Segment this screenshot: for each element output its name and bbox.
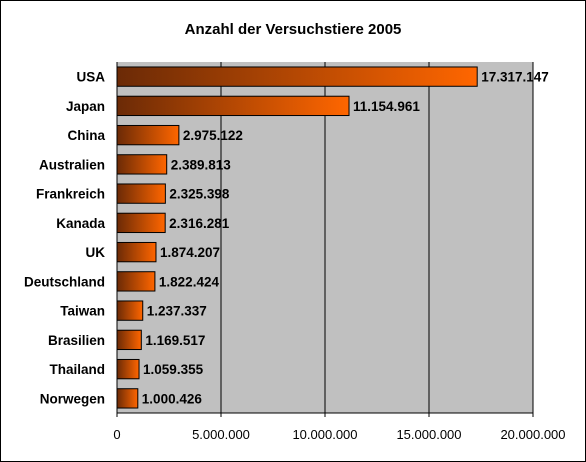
category-labels: USA Japan China Australien Frankreich Kanada U… [24,70,105,407]
bar [116,212,166,234]
data-label: 1.000.426 [142,391,203,406]
bar [116,66,478,87]
data-label: 1.059.355 [143,362,204,377]
data-label: 17.317.147 [481,70,549,85]
bar [116,241,157,263]
bar [116,329,142,351]
category-label: Brasilien [48,333,105,348]
bar [116,124,180,146]
data-label: 1.822.424 [159,274,220,289]
data-label: 1.237.337 [147,304,207,319]
category-label: Thailand [49,362,105,377]
data-label: 2.325.398 [169,187,230,202]
category-label: Frankreich [36,187,105,202]
x-tick-label: 0 [113,427,120,442]
data-label: 2.316.281 [169,216,230,231]
x-tick-label: 5.000.000 [192,427,250,442]
category-label: Australien [39,157,105,172]
data-label: 2.389.813 [171,157,232,172]
x-axis-ticks: 0 5.000.000 10.000.000 15.000.000 20.000.000 [113,62,566,442]
category-label: Norwegen [40,391,105,406]
gridlines [220,62,534,413]
category-label: Kanada [56,216,105,231]
category-label: USA [76,70,105,85]
category-label: China [67,128,105,143]
bar [116,183,166,204]
data-label: 1.169.517 [145,333,205,348]
category-label: Taiwan [60,304,105,319]
data-label: 11.154.961 [353,99,420,114]
category-label: Japan [66,99,105,114]
data-label: 1.874.207 [160,245,220,260]
bar [116,358,140,380]
data-labels: 17.317.147 11.154.961 2.975.122 2.389.813 2.… [142,70,549,407]
x-tick-label: 20.000.000 [500,427,565,442]
chart-title: Anzahl der Versuchstiere 2005 [185,21,402,38]
data-label: 2.975.122 [183,128,243,143]
bar [116,388,139,409]
bar [116,300,144,321]
bar [116,271,156,292]
category-label: Deutschland [24,274,105,289]
category-label: UK [86,245,106,260]
bar [116,154,168,175]
bar [116,95,350,117]
x-tick-label: 15.000.000 [396,427,461,442]
bars [116,66,478,409]
x-tick-label: 10.000.000 [292,427,357,442]
